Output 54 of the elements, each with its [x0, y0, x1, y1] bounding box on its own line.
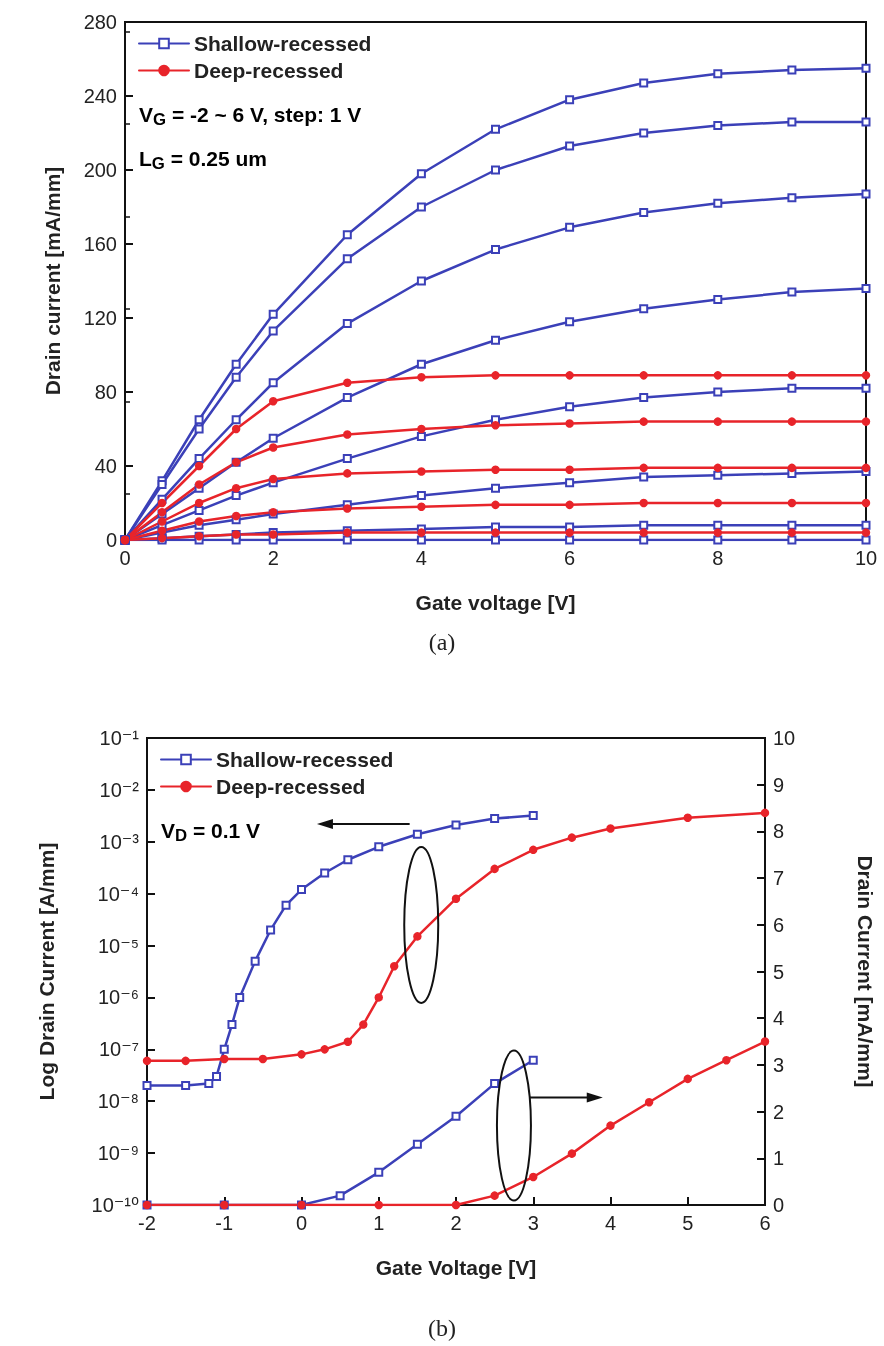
y-tick-label: 10⁻⁸ [97, 1090, 139, 1113]
y-tick-label: 10⁻¹ [99, 727, 140, 749]
x-axis-title: Gate Voltage [V] [375, 1256, 537, 1279]
y2-tick-label: 8 [773, 820, 785, 843]
y-tick-label: 80 [94, 381, 117, 403]
y-tick-label: 10⁻⁹ [97, 1142, 139, 1165]
y2-tick-label: 9 [773, 773, 785, 796]
x-tick-label: 4 [415, 547, 427, 569]
y-tick-label: 10⁻¹⁰ [91, 1194, 139, 1216]
y-tick-label: 10⁻² [99, 778, 140, 801]
y-tick-label: 280 [83, 11, 117, 33]
legend-label: Shallow-recessed [194, 32, 372, 55]
y2-tick-label: 10 [773, 727, 796, 749]
y-tick-label: 10⁻⁶ [97, 986, 139, 1009]
legend-label: Shallow-recessed [216, 748, 394, 771]
y-tick-label: 200 [83, 159, 117, 181]
x-tick-label: 2 [450, 1212, 462, 1234]
text: (b) [428, 1315, 456, 1341]
y-tick-label: 120 [83, 307, 117, 329]
legend-label: Deep-recessed [194, 59, 344, 82]
x-tick-label: 3 [527, 1212, 539, 1234]
x-tick-label: 8 [712, 547, 724, 569]
y-axis-title: Log Drain Current [A/mm] [35, 842, 58, 1101]
y-tick-label: 10⁻⁴ [97, 882, 139, 905]
y2-axis-title: Drain Current [mA/mm] [854, 855, 877, 1088]
y2-tick-label: 2 [773, 1100, 785, 1123]
x-tick-label: 0 [295, 1212, 308, 1234]
x-tick-label: 10 [854, 547, 878, 569]
x-tick-label: 2 [267, 547, 279, 569]
y-axis-title: Drain current [mA/mm] [41, 166, 64, 396]
legend-label: Deep-recessed [216, 775, 366, 798]
x-tick-label: -1 [215, 1212, 234, 1234]
y-tick-label: 160 [83, 233, 117, 255]
y2-tick-label: 6 [773, 913, 785, 936]
y2-tick-label: 4 [773, 1007, 785, 1030]
y2-tick-label: 3 [773, 1053, 785, 1076]
y-tick-label: 0 [105, 529, 117, 551]
x-axis-title: Gate voltage [V] [415, 591, 576, 614]
x-tick-label: 6 [564, 547, 576, 569]
y2-tick-label: 7 [773, 867, 785, 890]
y2-tick-label: 1 [773, 1147, 785, 1170]
x-tick-label: -2 [138, 1212, 156, 1234]
y2-tick-label: 5 [773, 960, 785, 983]
y-tick-label: 240 [83, 85, 117, 107]
y-tick-label: 40 [94, 455, 117, 477]
text: (a) [428, 629, 456, 655]
x-tick-label: 5 [682, 1212, 694, 1234]
y-tick-label: 10⁻⁵ [97, 934, 139, 957]
y2-tick-label: 0 [773, 1194, 785, 1216]
y-tick-label: 10⁻⁷ [98, 1038, 139, 1061]
y-tick-label: 10⁻³ [99, 830, 140, 853]
x-tick-label: 1 [373, 1212, 385, 1234]
x-tick-label: 4 [604, 1212, 617, 1234]
x-tick-label: 6 [759, 1212, 771, 1234]
